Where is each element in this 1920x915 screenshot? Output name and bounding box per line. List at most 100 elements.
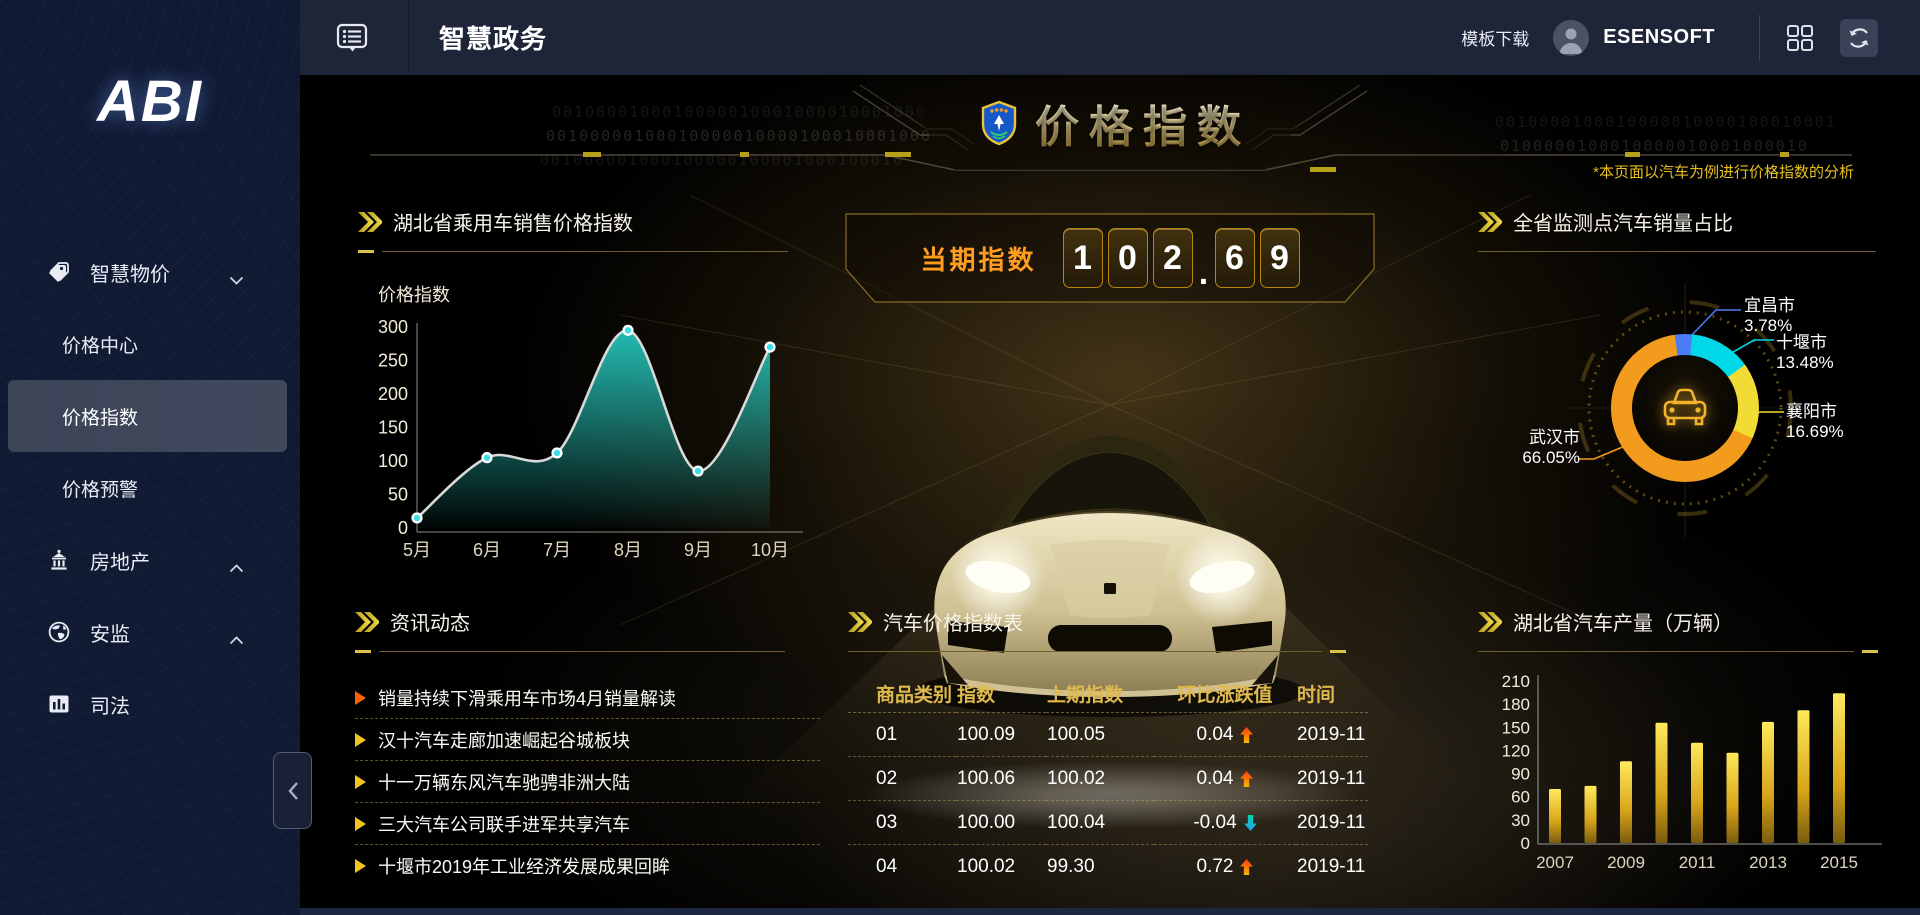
chevron-up-icon	[229, 628, 244, 651]
svg-text:2013: 2013	[1749, 853, 1787, 872]
page-note: *本页面以汽车为例进行价格指数的分析	[1593, 164, 1854, 181]
donut-label-name: 武汉市	[1529, 428, 1580, 447]
table-column-header: 上期指数	[1046, 674, 1154, 713]
table-header-row: 商品类别 指数 上期指数 环比涨跌值 时间	[848, 674, 1368, 713]
sidebar-item-label: 价格指数	[62, 407, 139, 429]
table-row: 03 100.00 100.04 -0.04 2019-11	[848, 800, 1368, 845]
svg-text:150: 150	[378, 418, 408, 438]
cell-date: 2019-11	[1296, 712, 1368, 757]
news-list: 销量持续下滑乘用车市场4月销量解读 汉十汽车走廊加速崛起谷城板块 十一万辆东风汽车驰…	[355, 677, 820, 886]
cell-change: 0.04	[1154, 712, 1296, 757]
digit-card: 2	[1152, 228, 1193, 288]
cell-index: 100.06	[956, 756, 1046, 801]
svg-text:180: 180	[1502, 695, 1530, 714]
trend-down-icon	[1243, 814, 1257, 831]
sidebar-item-价格预警[interactable]: 价格预警	[0, 452, 300, 524]
sidebar-item-label: 价格中心	[62, 335, 139, 357]
sidebar-item-安监[interactable]: 安监	[0, 596, 300, 668]
news-item[interactable]: 十堰市2019年工业经济发展成果回眸	[355, 845, 820, 886]
table-column-header: 环比涨跌值	[1154, 674, 1296, 713]
svg-text:2011: 2011	[1679, 853, 1716, 872]
cell-date: 2019-11	[1297, 855, 1366, 877]
bar-chart-panel: 湖北省汽车产量（万辆） 0 30 60 90 120 150 180 210 2007 2009 2…	[1478, 593, 1920, 908]
binary-decoration: 0010000100010000010000100010001	[1495, 113, 1837, 131]
cell-prev-index: 100.04	[1046, 800, 1154, 845]
news-bullet-icon	[355, 816, 366, 831]
donut-label-name: 襄阳市	[1786, 402, 1837, 421]
refresh-button[interactable]	[1840, 18, 1878, 57]
donut-center	[1632, 355, 1738, 461]
shield-badge-icon	[981, 100, 1017, 145]
donut-label-宜昌市: 宜昌市 3.78%	[1744, 296, 1795, 336]
svg-text:50: 50	[388, 485, 408, 505]
news-item[interactable]: 销量持续下滑乘用车市场4月销量解读	[355, 677, 820, 719]
trend-up-icon	[1240, 858, 1254, 875]
table-row: 04 100.02 99.30 0.72 2019-11	[848, 845, 1368, 889]
news-item-text: 十堰市2019年工业经济发展成果回眸	[378, 856, 671, 877]
sidebar-item-label: 房地产	[90, 551, 150, 574]
sidebar-item-label: 安监	[90, 623, 130, 646]
donut-label-value: 66.05%	[1522, 448, 1580, 468]
news-item[interactable]: 三大汽车公司联手进军共享汽车	[355, 803, 820, 845]
sidebar-item-智慧物价[interactable]: 智慧物价	[0, 236, 300, 308]
app-logo: ABI	[97, 69, 203, 134]
double-chevron-icon	[355, 611, 379, 632]
cell-category: 04	[876, 855, 898, 877]
news-item[interactable]: 十一万辆东风汽车驰骋非洲大陆	[355, 761, 820, 803]
digit-card: 6	[1214, 228, 1255, 288]
price-table-panel: 汽车价格指数表 商品类别 指数 上期指数 环比涨跌值 时间 01 100.09 100.…	[848, 593, 1368, 908]
svg-text:5月: 5月	[403, 540, 431, 560]
table-row: 01 100.09 100.05 0.04 2019-11	[848, 712, 1368, 757]
cell-prev-index: 99.30	[1047, 855, 1095, 877]
svg-text:9月: 9月	[684, 540, 712, 560]
double-chevron-icon	[358, 211, 382, 232]
sidebar-item-司法[interactable]: 司法	[0, 668, 300, 740]
sidebar-item-价格指数[interactable]: 价格指数	[8, 380, 287, 452]
user-avatar-icon	[1553, 19, 1590, 56]
user-avatar[interactable]	[1553, 19, 1590, 56]
cell-index: 100.09	[956, 712, 1046, 757]
svg-text:0: 0	[1521, 834, 1530, 853]
double-chevron-icon	[1478, 611, 1502, 632]
template-download-link[interactable]: 模板下载	[1461, 30, 1530, 49]
cell-change: -0.04	[1154, 800, 1296, 845]
header-actions: 模板下载 ESENSOFT	[1461, 14, 1920, 61]
news-bullet-icon	[355, 774, 366, 789]
panel-title: 汽车价格指数表	[883, 613, 1023, 635]
cell-index: 100.00	[956, 800, 1046, 845]
cell-change: 0.04	[1154, 756, 1296, 801]
y-axis-label: 价格指数	[378, 285, 450, 305]
username-label[interactable]: ESENSOFT	[1603, 26, 1715, 48]
price-index-table: 商品类别 指数 上期指数 环比涨跌值 时间 01 100.09 100.05 0.04 …	[848, 674, 1368, 888]
page-banner: 价格指数	[885, 75, 1335, 170]
svg-text:2015: 2015	[1820, 853, 1858, 872]
line-chart-panel: 湖北省乘用车销售价格指数 价格指数 0 50 100 150 200 250 300 5月 6月…	[358, 193, 820, 598]
panel-title-row: 湖北省汽车产量（万辆）	[1478, 593, 1920, 636]
panel-underline	[1478, 251, 1876, 253]
grid-apps-icon[interactable]	[1786, 24, 1814, 52]
binary-decoration: 00100000100010000010000100010001000	[546, 127, 933, 145]
svg-text:100: 100	[378, 451, 408, 471]
sidebar-collapse-button[interactable]	[273, 752, 312, 829]
svg-text:150: 150	[1502, 718, 1530, 737]
svg-text:90: 90	[1511, 765, 1530, 784]
svg-text:210: 210	[1502, 672, 1530, 691]
donut-chart	[1611, 334, 1759, 482]
sidebar-nav: 智慧物价价格中心价格指数价格预警房地产安监司法	[0, 236, 300, 740]
donut-label-value: 13.48%	[1776, 353, 1834, 373]
svg-text:2007: 2007	[1536, 853, 1574, 872]
sidebar-item-价格中心[interactable]: 价格中心	[0, 308, 300, 380]
news-item[interactable]: 汉十汽车走廊加速崛起谷城板块	[355, 719, 820, 761]
current-index-label: 当期指数	[920, 244, 1037, 275]
header-divider	[1759, 14, 1760, 61]
cell-change: 0.72	[1154, 845, 1296, 889]
cell-category: 01	[848, 712, 956, 757]
sidebar-item-房地产[interactable]: 房地产	[0, 524, 300, 596]
menu-list-icon[interactable]	[336, 22, 368, 54]
top-header-bar: 智慧政务 模板下载 ESENSOFT	[300, 0, 1920, 75]
line-chart: 0 50 100 150 200 250 300 5月 6月 7月 8月 9月 10月	[378, 317, 803, 560]
news-item-text: 三大汽车公司联手进军共享汽车	[378, 814, 630, 835]
panel-title: 全省监测点汽车销量占比	[1513, 213, 1733, 235]
app-title: 智慧政务	[439, 24, 548, 54]
